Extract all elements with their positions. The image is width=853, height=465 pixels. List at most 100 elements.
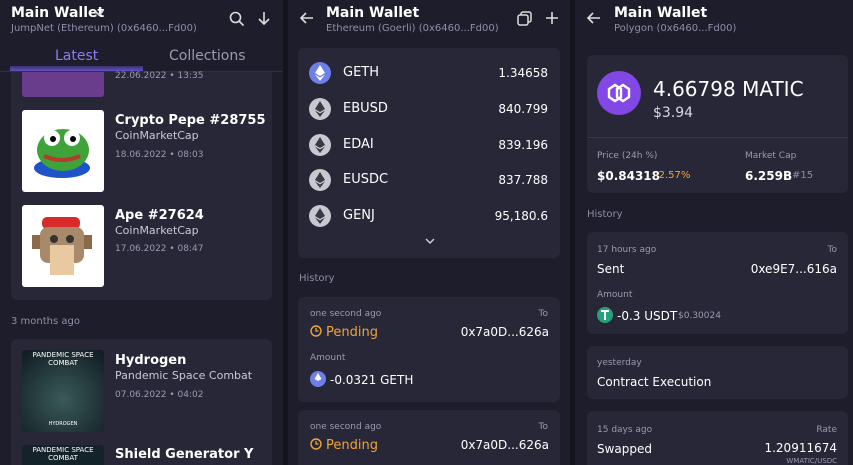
nft-date: 22.06.2022 • 13:35 [115, 71, 204, 81]
search-icon[interactable] [229, 11, 245, 27]
price-label: Price (24h %) [597, 151, 658, 161]
token-amount[interactable]: 840.799 [498, 101, 548, 116]
copy-icon[interactable] [517, 11, 532, 26]
token-icon [309, 205, 331, 228]
token-name[interactable]: GETH [343, 65, 380, 80]
token-amount[interactable]: 837.788 [498, 173, 548, 188]
tx-time: yesterday [597, 358, 642, 368]
wallet-title: Main Wallet [614, 5, 708, 21]
pepe-art [34, 129, 90, 178]
tx-time: one second ago [310, 422, 382, 432]
thumb-title: PANDEMIC SPACE COMBAT [32, 446, 94, 462]
rank: #15 [792, 170, 814, 181]
tx-direction: To [538, 309, 548, 319]
back-icon[interactable] [586, 11, 601, 25]
price-change: -2.57% [655, 170, 691, 181]
tx-time: one second ago [310, 309, 382, 319]
section-label: 3 months ago [11, 316, 80, 327]
tx-status: Pending [326, 438, 378, 453]
swap-pair: WMATIC/USDC [786, 457, 837, 465]
token-name[interactable]: GENJ [343, 208, 375, 224]
ape-art [32, 217, 92, 275]
tx-time: 15 days ago [597, 425, 653, 435]
nft-title: Crypto Pepe #28755 [115, 113, 266, 128]
download-icon[interactable] [257, 11, 271, 27]
tx-amount: -0.3 USDT [617, 309, 678, 323]
token-icon [309, 97, 331, 120]
nft-thumb[interactable] [22, 72, 104, 97]
goerli-panel: Main Wallet Ethereum (Goerli) (0x6460...… [288, 0, 570, 465]
token-amount[interactable]: 95,180.6 [494, 209, 548, 224]
pending-icon [310, 325, 322, 337]
balance: 4.66798 MATIC [653, 77, 804, 101]
back-icon[interactable] [299, 11, 314, 25]
history-label: History [587, 209, 623, 220]
chevron-icon[interactable] [93, 8, 105, 18]
nft-source: Pandemic Space Combat [115, 369, 253, 382]
tx-direction: To [827, 245, 837, 255]
nft-date: 07.06.2022 • 04:02 [115, 390, 204, 400]
nft-title: Shield Generator Y [115, 447, 254, 462]
thumb-caption: HYDROGEN [48, 421, 78, 427]
tx-type: Sent [597, 262, 625, 276]
token-amount[interactable]: 1.34658 [498, 66, 548, 80]
token-name[interactable]: EDAI [343, 136, 374, 152]
thumb-title: PANDEMIC SPACE COMBAT [32, 351, 94, 367]
nft-title: Hydrogen [115, 353, 187, 368]
tx-direction: To [538, 422, 548, 432]
tx-card[interactable] [298, 410, 560, 465]
history-label: History [299, 273, 335, 284]
add-icon[interactable] [545, 11, 559, 25]
tab-latest[interactable]: Latest [55, 48, 99, 64]
token-name[interactable]: EBUSD [343, 100, 388, 116]
wallet-subtitle: Ethereum (Goerli) (0x6460...Fd00) [326, 23, 499, 34]
tx-amount: -0.0321 GETH [330, 373, 414, 387]
nft-thumb[interactable] [22, 350, 104, 432]
swap-rate: 1.20911674 [764, 441, 837, 455]
cap-label: Market Cap [745, 151, 797, 161]
tx-type: Swapped [597, 442, 653, 456]
wallet-subtitle: JumpNet (Ethereum) (0x6460...Fd00) [11, 23, 197, 34]
nft-title: Ape #27624 [115, 208, 204, 223]
tx-address: 0x7a0D...626a [460, 325, 549, 339]
divider [0, 71, 283, 72]
nft-panel: Main Wallet JumpNet (Ethereum) (0x6460..… [0, 0, 283, 465]
nft-date: 18.06.2022 • 08:03 [115, 150, 204, 160]
token-icon [309, 169, 331, 192]
tab-collections[interactable]: Collections [169, 48, 246, 64]
token-card [298, 48, 560, 258]
tab-indicator [10, 66, 143, 72]
price: $0.84318 [597, 169, 661, 183]
amount-label: Amount [597, 290, 633, 300]
wallet-subtitle: Polygon (0x6460...Fd00) [614, 23, 737, 34]
tx-direction: Rate [816, 425, 837, 435]
pending-icon [310, 438, 322, 450]
tx-amount-fiat: $0.30024 [678, 311, 721, 321]
token-name[interactable]: EUSDC [343, 172, 389, 188]
fiat-balance: $3.94 [653, 105, 694, 121]
expand-icon[interactable] [425, 237, 435, 245]
tx-card[interactable] [298, 297, 560, 402]
nft-source: CoinMarketCap [115, 224, 199, 237]
nft-date: 17.06.2022 • 08:47 [115, 244, 204, 254]
token-icon [309, 62, 331, 84]
amount-label: Amount [310, 353, 346, 363]
wallet-title: Main Wallet [326, 5, 420, 21]
tx-card[interactable] [587, 346, 848, 399]
token-icon [309, 133, 331, 156]
tx-address: 0x7a0D...626a [460, 438, 549, 452]
tx-card[interactable] [587, 232, 848, 334]
polygon-panel: Main Wallet Polygon (0x6460...Fd00) 4.66… [575, 0, 853, 465]
tx-type: Contract Execution [597, 375, 712, 389]
divider [587, 137, 848, 138]
tx-card[interactable] [587, 411, 848, 465]
nft-thumb[interactable] [22, 445, 104, 465]
wallet-title[interactable]: Main Wallet [11, 5, 105, 21]
eth-icon [310, 371, 326, 387]
tx-time: 17 hours ago [597, 245, 657, 255]
token-amount[interactable]: 839.196 [498, 137, 548, 152]
tx-address: 0xe9E7...616a [750, 262, 837, 276]
matic-icon [597, 71, 641, 115]
tx-status: Pending [326, 325, 378, 340]
market-cap: 6.259B [745, 169, 793, 183]
